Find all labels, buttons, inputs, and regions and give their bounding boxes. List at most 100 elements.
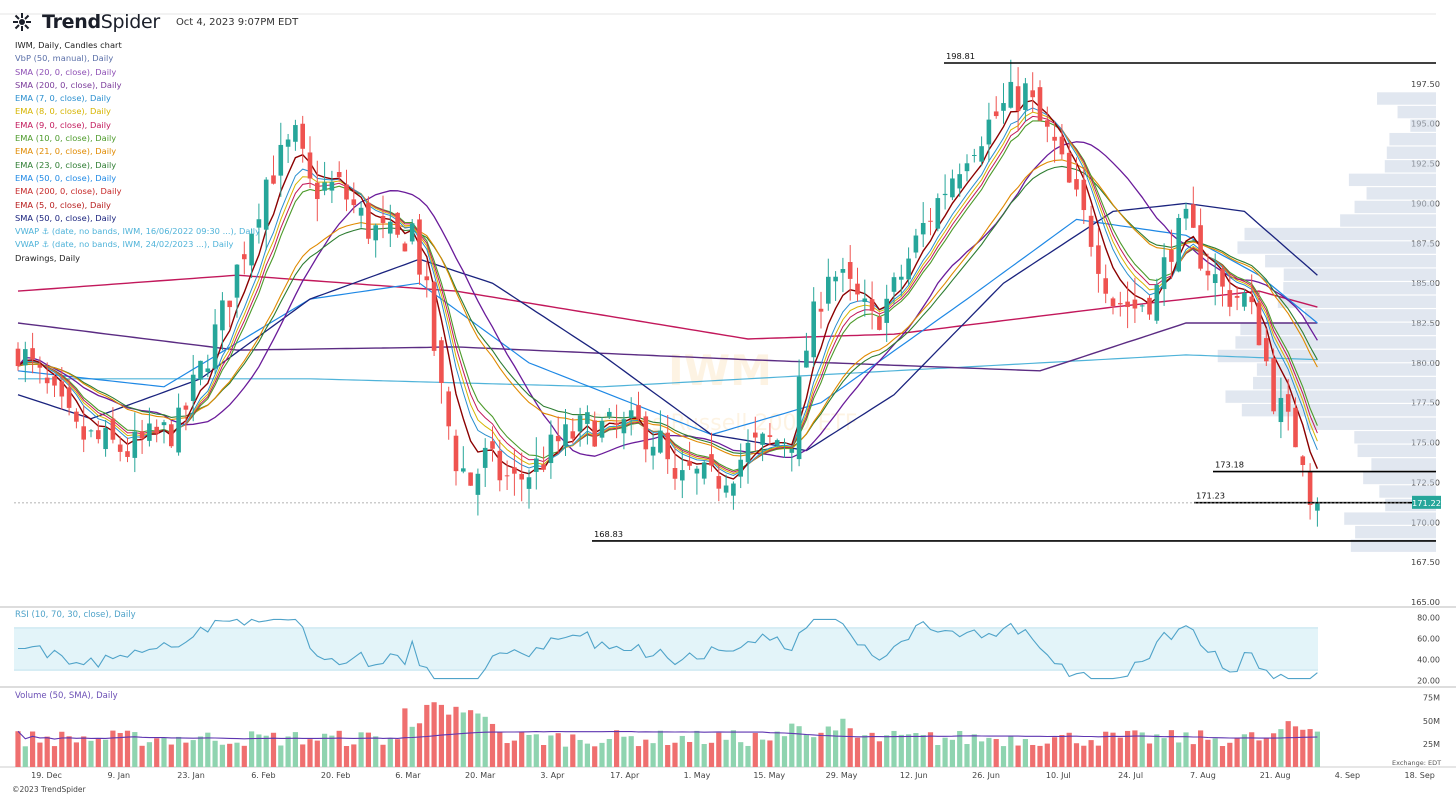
legend-entry[interactable]: SMA (20, 0, close), Daily xyxy=(15,66,117,77)
volume-bar xyxy=(621,736,627,767)
legend-entry[interactable]: EMA (50, 0, close), Daily xyxy=(15,172,117,183)
volume-bar xyxy=(716,732,722,767)
candle-body xyxy=(847,262,853,279)
volume-bar xyxy=(635,746,642,767)
exchange-label: Exchange: EDT xyxy=(1392,759,1442,767)
volume-bar xyxy=(679,735,685,767)
copyright-footer: ©2023 TrendSpider xyxy=(12,785,86,794)
date-tick-label: 6. Feb xyxy=(251,771,275,780)
volume-bar xyxy=(234,742,240,767)
level-label: 173.18 xyxy=(1215,460,1244,470)
vbp-bar xyxy=(1253,376,1436,390)
vbp-bar xyxy=(1244,227,1436,241)
candle-body xyxy=(88,430,94,432)
candle-body xyxy=(424,276,430,281)
volume-bar xyxy=(307,739,313,767)
volume-bar xyxy=(373,736,379,767)
rsi-tick-label: 80.00 xyxy=(1417,613,1440,622)
legend-entry[interactable]: EMA (8, 0, close), Daily xyxy=(15,106,111,117)
volume-bar xyxy=(278,745,284,767)
legend-entry[interactable]: IWM, Daily, Candles chart xyxy=(15,40,122,50)
candle-body xyxy=(366,202,371,239)
candle-body xyxy=(1052,136,1057,141)
candle-body xyxy=(665,432,670,460)
legend-entry[interactable]: EMA (21, 0, close), Daily xyxy=(15,146,117,157)
volume-bar xyxy=(314,740,320,767)
legend-entry[interactable]: EMA (10, 0, close), Daily xyxy=(15,133,117,144)
legend-entry[interactable]: Drawings, Daily xyxy=(15,252,81,263)
candle-body xyxy=(577,415,583,432)
volume-bar xyxy=(884,735,890,767)
candle-body xyxy=(110,418,116,440)
vbp-bar xyxy=(1397,105,1436,119)
date-tick-label: 12. Jun xyxy=(900,771,928,780)
candle-body xyxy=(1118,303,1123,305)
volume-bar xyxy=(1300,729,1306,767)
candle-body xyxy=(307,152,313,179)
candle-body xyxy=(840,269,846,273)
candle-body xyxy=(169,424,174,447)
candle-body xyxy=(1074,179,1079,190)
candle-body xyxy=(1066,152,1072,183)
candle-body xyxy=(621,419,627,434)
candle-body xyxy=(818,308,824,312)
candle-body xyxy=(1030,90,1035,98)
volume-bar xyxy=(117,732,123,767)
candle-body xyxy=(526,477,532,489)
candle-body xyxy=(103,428,108,450)
volume-bar xyxy=(22,746,28,767)
volume-bar xyxy=(986,737,992,767)
volume-tick-label: 50M xyxy=(1423,717,1440,726)
date-tick-label: 20. Mar xyxy=(465,771,496,780)
volume-bar xyxy=(51,746,58,767)
legend-entry[interactable]: EMA (7, 0, close), Daily xyxy=(15,93,111,104)
vbp-bar xyxy=(1410,119,1436,132)
legend-entry[interactable]: EMA (5, 0, close), Daily xyxy=(15,199,111,210)
volume-bar xyxy=(869,732,875,767)
volume-bar xyxy=(1249,732,1255,767)
date-tick-label: 17. Apr xyxy=(610,771,640,780)
volume-bar xyxy=(1146,743,1153,767)
volume-bar xyxy=(146,742,152,767)
candle-body xyxy=(329,181,335,191)
legend-entry[interactable]: EMA (23, 0, close), Daily xyxy=(15,159,117,170)
candle-body xyxy=(263,179,269,230)
candle-body xyxy=(293,125,298,142)
candle-body xyxy=(833,276,838,282)
watermark-ticker: IWM xyxy=(668,346,772,395)
candle-body xyxy=(66,387,72,408)
candle-body xyxy=(804,350,809,368)
candle-body xyxy=(242,254,247,260)
legend-entry[interactable]: VWAP ⚓ (date, no bands, IWM, 16/06/2022 … xyxy=(15,226,260,237)
volume-bar xyxy=(854,737,861,767)
candle-body xyxy=(753,432,758,438)
legend-entry[interactable]: VWAP ⚓ (date, no bands, IWM, 24/02/2023 … xyxy=(15,239,234,250)
candle-body xyxy=(74,411,79,422)
candle-body xyxy=(395,212,400,235)
vbp-bar xyxy=(1389,132,1436,146)
legend-entry[interactable]: EMA (9, 0, close), Daily xyxy=(15,119,111,130)
volume-bar xyxy=(760,739,766,767)
legend-entry[interactable]: EMA (200, 0, close), Daily xyxy=(15,186,122,197)
legend-entry[interactable]: VbP (50, manual), Daily xyxy=(15,53,114,64)
candle-body xyxy=(541,464,546,470)
candle-body xyxy=(417,219,422,275)
volume-tick-label: 25M xyxy=(1423,740,1440,749)
vbp-bar xyxy=(1240,322,1436,336)
level-label: 171.23 xyxy=(1196,491,1225,501)
legend-entry[interactable]: SMA (200, 0, close), Daily xyxy=(15,79,122,90)
date-tick-label: 23. Jan xyxy=(177,771,205,780)
candle-body xyxy=(300,123,305,149)
volume-bar xyxy=(416,723,423,767)
date-tick-label: 15. May xyxy=(753,771,785,780)
candle-body xyxy=(1212,274,1218,284)
candle-body xyxy=(44,377,50,384)
volume-bar xyxy=(752,732,758,767)
volume-bar xyxy=(1059,735,1065,767)
legend-entry[interactable]: SMA (50, 0, close), Daily xyxy=(15,212,117,223)
volume-bar xyxy=(103,739,109,767)
rsi-tick-label: 60.00 xyxy=(1417,634,1440,643)
volume-bar xyxy=(504,743,510,767)
ema200-line xyxy=(17,274,1318,340)
